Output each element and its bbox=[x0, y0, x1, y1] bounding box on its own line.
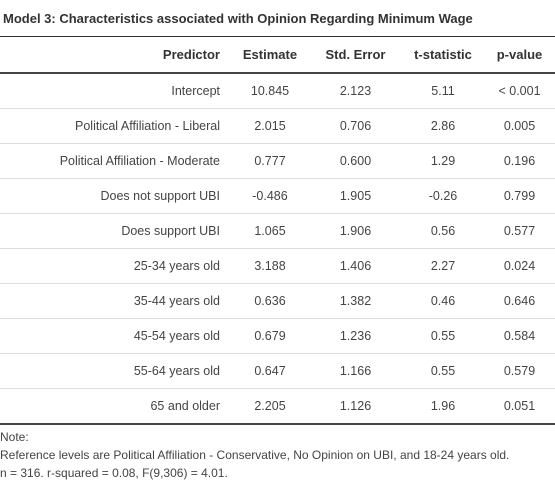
note-reference-levels: Reference levels are Political Affiliati… bbox=[0, 448, 510, 462]
note-heading: Note: bbox=[0, 430, 29, 444]
t-statistic-cell: 0.46 bbox=[402, 283, 484, 319]
predictor-cell: Intercept bbox=[0, 73, 231, 109]
table-row: 55-64 years old 0.647 1.166 0.55 0.579 bbox=[0, 353, 555, 389]
t-statistic-cell: 1.29 bbox=[402, 143, 484, 179]
t-statistic-cell: 1.96 bbox=[402, 388, 484, 425]
table-row: Political Affiliation - Moderate 0.777 0… bbox=[0, 143, 555, 179]
std-error-cell: 1.905 bbox=[309, 178, 402, 214]
estimate-cell: 2.205 bbox=[231, 388, 309, 425]
table-row: 25-34 years old 3.188 1.406 2.27 0.024 bbox=[0, 248, 555, 284]
t-statistic-cell: -0.26 bbox=[402, 178, 484, 214]
estimate-cell: 10.845 bbox=[231, 73, 309, 109]
estimate-cell: 0.777 bbox=[231, 143, 309, 179]
t-statistic-cell: 5.11 bbox=[402, 73, 484, 109]
t-statistic-cell: 0.55 bbox=[402, 353, 484, 389]
estimate-cell: 0.647 bbox=[231, 353, 309, 389]
table-row: 65 and older 2.205 1.126 1.96 0.051 bbox=[0, 388, 555, 425]
table-body: Intercept 10.845 2.123 5.11 < 0.001 Poli… bbox=[0, 73, 555, 425]
std-error-cell: 1.406 bbox=[309, 248, 402, 284]
header-row: Predictor Estimate Std. Error t-statisti… bbox=[0, 37, 555, 74]
table-row: 45-54 years old 0.679 1.236 0.55 0.584 bbox=[0, 318, 555, 354]
p-value-cell: 0.577 bbox=[484, 213, 555, 249]
std-error-cell: 2.123 bbox=[309, 73, 402, 109]
predictor-cell: 35-44 years old bbox=[0, 283, 231, 319]
estimate-cell: 1.065 bbox=[231, 213, 309, 249]
estimate-cell: 2.015 bbox=[231, 108, 309, 144]
predictor-cell: 55-64 years old bbox=[0, 353, 231, 389]
t-statistic-cell: 2.86 bbox=[402, 108, 484, 144]
p-value-cell: 0.024 bbox=[484, 248, 555, 284]
p-value-cell: 0.196 bbox=[484, 143, 555, 179]
estimate-cell: 0.636 bbox=[231, 283, 309, 319]
predictor-cell: Does not support UBI bbox=[0, 178, 231, 214]
table-row: Does support UBI 1.065 1.906 0.56 0.577 bbox=[0, 213, 555, 249]
estimate-cell: 0.679 bbox=[231, 318, 309, 354]
table-row: Does not support UBI -0.486 1.905 -0.26 … bbox=[0, 178, 555, 214]
table-row: Political Affiliation - Liberal 2.015 0.… bbox=[0, 108, 555, 144]
title-divider bbox=[0, 36, 555, 37]
std-error-cell: 1.166 bbox=[309, 353, 402, 389]
t-statistic-cell: 0.55 bbox=[402, 318, 484, 354]
t-statistic-cell: 0.56 bbox=[402, 213, 484, 249]
p-value-cell: 0.579 bbox=[484, 353, 555, 389]
predictor-cell: 65 and older bbox=[0, 388, 231, 425]
column-header-p-value: p-value bbox=[484, 37, 555, 74]
table-title: Model 3: Characteristics associated with… bbox=[3, 11, 473, 26]
std-error-cell: 0.600 bbox=[309, 143, 402, 179]
p-value-cell: 0.051 bbox=[484, 388, 555, 425]
p-value-cell: 0.646 bbox=[484, 283, 555, 319]
estimate-cell: -0.486 bbox=[231, 178, 309, 214]
regression-table: Predictor Estimate Std. Error t-statisti… bbox=[0, 37, 555, 425]
note-model-stats: n = 316. r-squared = 0.08, F(9,306) = 4.… bbox=[0, 466, 228, 480]
p-value-cell: 0.799 bbox=[484, 178, 555, 214]
std-error-cell: 0.706 bbox=[309, 108, 402, 144]
table-row: Intercept 10.845 2.123 5.11 < 0.001 bbox=[0, 73, 555, 109]
column-header-predictor: Predictor bbox=[0, 37, 231, 74]
table-row: 35-44 years old 0.636 1.382 0.46 0.646 bbox=[0, 283, 555, 319]
column-header-t-statistic: t-statistic bbox=[402, 37, 484, 74]
p-value-cell: 0.005 bbox=[484, 108, 555, 144]
predictor-cell: 25-34 years old bbox=[0, 248, 231, 284]
std-error-cell: 1.906 bbox=[309, 213, 402, 249]
predictor-cell: Does support UBI bbox=[0, 213, 231, 249]
std-error-cell: 1.126 bbox=[309, 388, 402, 425]
t-statistic-cell: 2.27 bbox=[402, 248, 484, 284]
table-header: Predictor Estimate Std. Error t-statisti… bbox=[0, 37, 555, 74]
column-header-estimate: Estimate bbox=[231, 37, 309, 74]
predictor-cell: 45-54 years old bbox=[0, 318, 231, 354]
predictor-cell: Political Affiliation - Liberal bbox=[0, 108, 231, 144]
predictor-cell: Political Affiliation - Moderate bbox=[0, 143, 231, 179]
column-header-std-error: Std. Error bbox=[309, 37, 402, 74]
std-error-cell: 1.382 bbox=[309, 283, 402, 319]
p-value-cell: < 0.001 bbox=[484, 73, 555, 109]
std-error-cell: 1.236 bbox=[309, 318, 402, 354]
table-footnote: Note: Reference levels are Political Aff… bbox=[0, 428, 555, 482]
estimate-cell: 3.188 bbox=[231, 248, 309, 284]
p-value-cell: 0.584 bbox=[484, 318, 555, 354]
